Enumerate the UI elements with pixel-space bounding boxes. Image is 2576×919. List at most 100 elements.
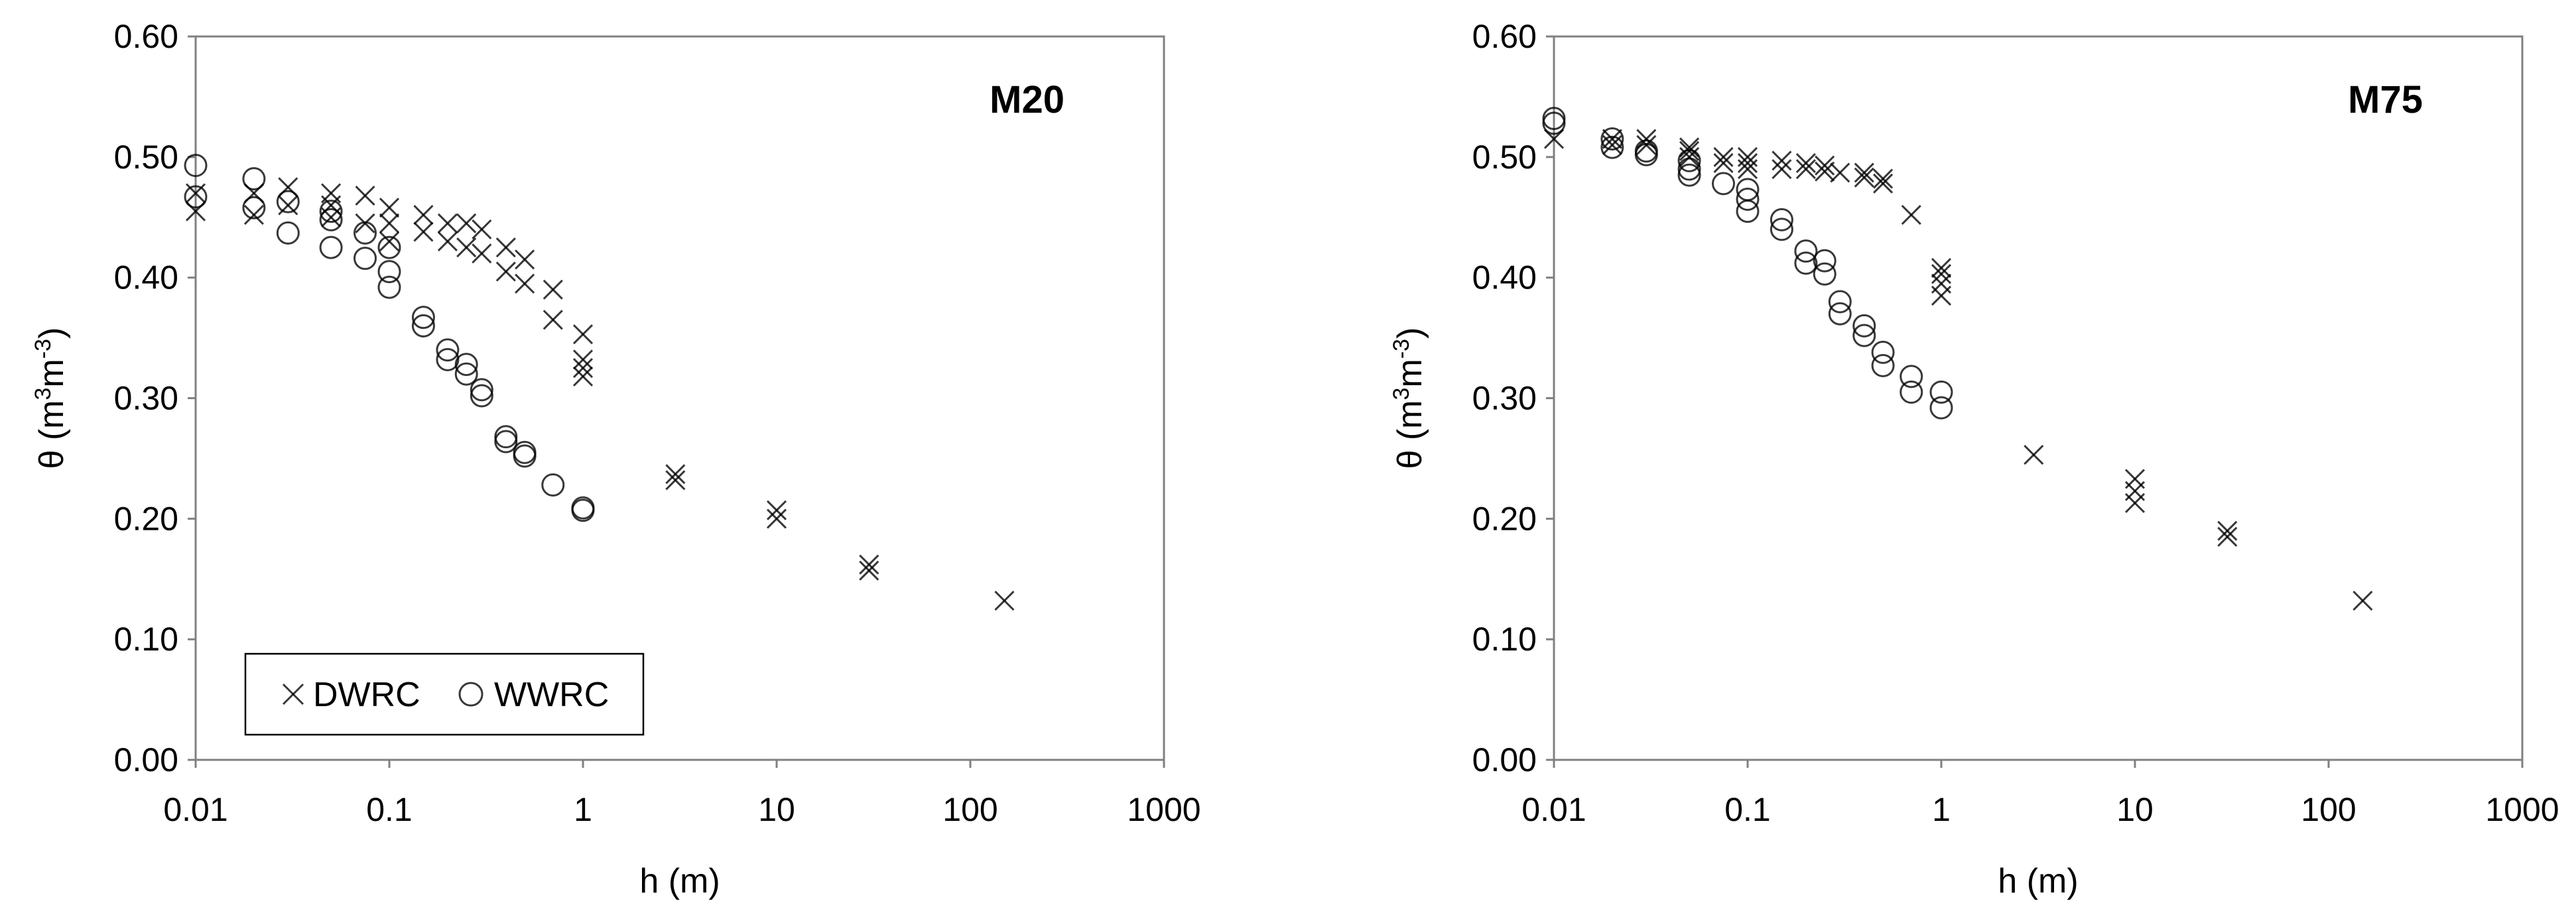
- data-point-wwrc: [1929, 380, 1953, 404]
- data-point-dwrc: [413, 205, 434, 225]
- x-axis-title: h (m): [639, 862, 720, 900]
- x-tick-label: 1: [1932, 791, 1951, 828]
- y-tick-label: 0.60: [1472, 18, 1537, 55]
- y-tick-label: 0.10: [114, 621, 178, 658]
- data-point-dwrc: [994, 590, 1015, 611]
- legend-box: [244, 652, 645, 736]
- data-point-wwrc: [319, 200, 343, 223]
- data-point-dwrc: [495, 261, 516, 282]
- data-point-dwrc: [2352, 590, 2373, 611]
- data-point-dwrc: [572, 366, 594, 387]
- data-point-dwrc: [2217, 526, 2238, 547]
- y-tick-label: 0.40: [1472, 259, 1537, 296]
- data-point-wwrc: [354, 247, 377, 271]
- legend-marker-dwrc: [282, 683, 304, 705]
- data-point-dwrc: [413, 221, 434, 242]
- data-point-dwrc: [572, 324, 594, 345]
- data-point-dwrc: [437, 231, 458, 252]
- plot-area: [1553, 35, 2524, 761]
- data-point-dwrc: [456, 213, 477, 233]
- data-point-wwrc: [571, 499, 595, 522]
- data-point-dwrc: [1771, 151, 1792, 171]
- data-point-dwrc: [1901, 205, 1921, 225]
- legend-label-wwrc: WWRC: [494, 676, 609, 714]
- data-point-dwrc: [1602, 129, 1622, 149]
- x-tick-label: 10: [758, 791, 795, 828]
- y-axis-title-part: 3: [31, 387, 56, 400]
- data-point-dwrc: [2024, 444, 2044, 465]
- data-point-wwrc: [1736, 200, 1760, 223]
- plot-area: [194, 35, 1165, 761]
- data-point-wwrc: [1828, 290, 1852, 314]
- data-point-dwrc: [1873, 168, 1894, 189]
- data-point-dwrc: [1713, 147, 1734, 167]
- data-point-dwrc: [1737, 147, 1758, 167]
- data-point-dwrc: [859, 560, 879, 581]
- data-point-wwrc: [377, 260, 401, 284]
- data-point-wwrc: [541, 473, 565, 497]
- y-axis-title-part: ): [1391, 328, 1429, 339]
- data-point-dwrc: [859, 554, 879, 575]
- data-point-dwrc: [1931, 258, 1952, 278]
- y-axis-title-part: m: [32, 359, 71, 387]
- data-point-wwrc: [319, 208, 343, 231]
- data-point-wwrc: [1600, 135, 1624, 159]
- series-dwrc: [185, 177, 1015, 611]
- data-point-dwrc: [1679, 137, 1700, 158]
- data-point-wwrc: [513, 444, 537, 468]
- data-point-dwrc: [543, 279, 563, 300]
- data-point-dwrc: [1713, 153, 1734, 173]
- data-point-wwrc: [1813, 262, 1836, 286]
- data-point-dwrc: [243, 205, 264, 225]
- data-point-dwrc: [2124, 469, 2146, 489]
- series-wwrc: [184, 154, 595, 522]
- data-point-dwrc: [379, 198, 400, 218]
- x-tick-label: 1: [574, 791, 592, 828]
- data-point-dwrc: [766, 500, 787, 521]
- data-point-dwrc: [1737, 153, 1758, 173]
- x-tick-label: 1000: [1127, 791, 1200, 828]
- data-point-wwrc: [1871, 340, 1895, 364]
- data-point-wwrc: [1828, 302, 1852, 326]
- x-axis-title: h (m): [1998, 862, 2078, 900]
- data-point-wwrc: [1871, 353, 1895, 377]
- data-point-wwrc: [1600, 127, 1624, 151]
- data-point-dwrc: [2217, 521, 2238, 541]
- data-point-wwrc: [1813, 249, 1836, 273]
- chart-panel-m20: 0.00 0.10 0.20 0.30 0.40 0.50 0.60 0.01 0.1 1 10 10…: [31, 18, 1201, 900]
- data-point-wwrc: [1770, 208, 1793, 231]
- data-point-wwrc: [377, 275, 401, 299]
- data-point-wwrc: [242, 167, 266, 191]
- data-point-dwrc: [379, 231, 400, 252]
- data-point-dwrc: [495, 237, 516, 258]
- data-point-wwrc: [1794, 251, 1818, 275]
- data-point-wwrc: [470, 384, 493, 408]
- x-tick-label: 0.1: [1724, 791, 1771, 828]
- y-tick-label: 0.00: [114, 741, 178, 778]
- data-point-wwrc: [184, 154, 208, 178]
- data-point-dwrc: [1873, 173, 1894, 194]
- y-axis-title-part: -3: [1389, 339, 1414, 359]
- y-tick-label: 0.50: [1472, 139, 1537, 176]
- y-axis-title-part: θ (m: [32, 400, 71, 469]
- legend: DWRC WWRC: [244, 652, 645, 736]
- data-point-dwrc: [456, 237, 477, 258]
- y-axis-title-part: -3: [31, 339, 56, 359]
- x-tick-label: 0.01: [1521, 791, 1586, 828]
- data-point-dwrc: [1931, 273, 1952, 294]
- data-point-wwrc: [454, 353, 478, 377]
- x-tick-label: 10: [2116, 791, 2154, 828]
- data-point-wwrc: [411, 314, 435, 337]
- data-point-wwrc: [1677, 157, 1701, 181]
- data-point-wwrc: [454, 362, 478, 386]
- data-point-dwrc: [543, 310, 563, 330]
- data-point-wwrc: [1852, 314, 1876, 337]
- data-point-wwrc: [1929, 396, 1953, 420]
- series-dwrc: [1543, 129, 2373, 611]
- data-point-wwrc: [1712, 172, 1736, 196]
- y-axis-title-part: ): [32, 328, 71, 339]
- data-point-dwrc: [665, 463, 686, 485]
- data-point-dwrc: [1931, 264, 1952, 284]
- chart-panel-m75: 0.00 0.10 0.20 0.30 0.40 0.50 0.60 0.01 0.1 1 10 10…: [1389, 18, 2559, 900]
- x-tick-label: 0.01: [163, 791, 227, 828]
